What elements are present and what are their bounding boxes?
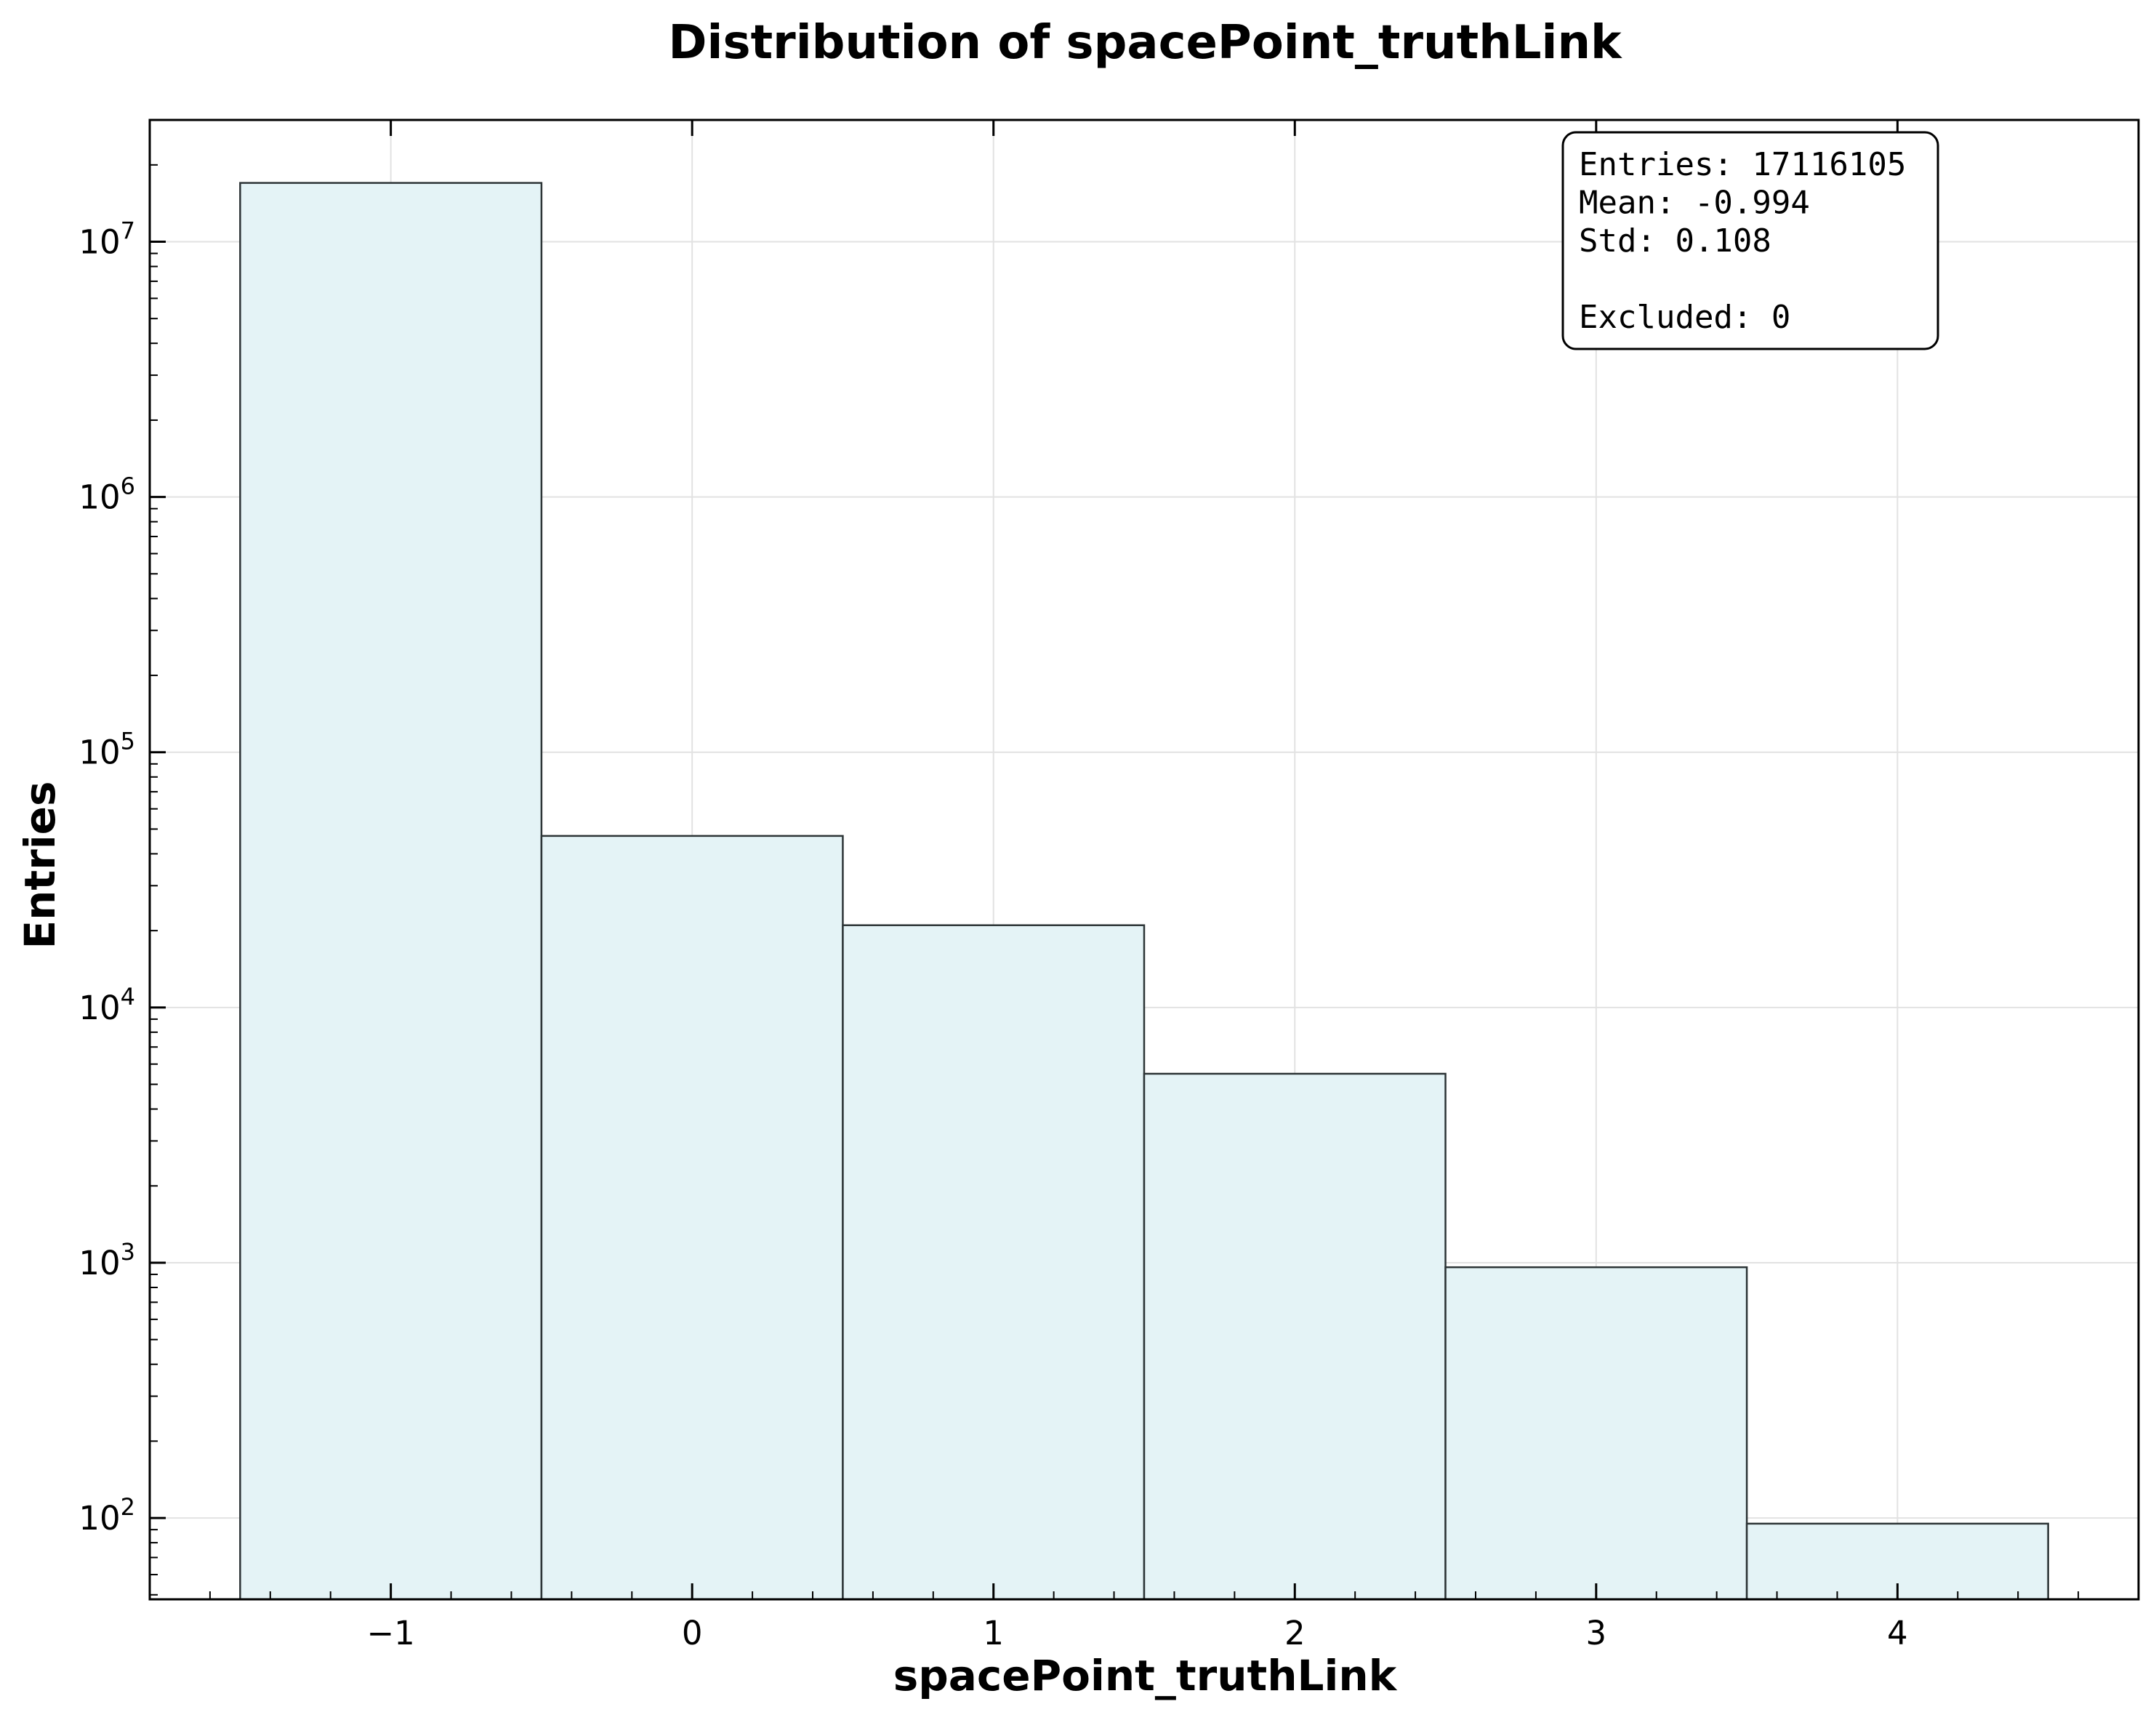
- x-tick-label: 0: [682, 1614, 703, 1652]
- histogram-bar: [1444, 1266, 1748, 1601]
- y-tick-label: 105: [79, 728, 135, 772]
- stats-line: Std: 0.108: [1579, 222, 1771, 260]
- histogram-bar: [540, 835, 844, 1601]
- stats-box-frame: [1561, 131, 1939, 350]
- y-tick-label: 107: [79, 217, 135, 262]
- chart-title: Distribution of spacePoint_truthLink: [668, 16, 1622, 70]
- histogram-bar: [842, 924, 1146, 1601]
- x-tick-label: 2: [1284, 1614, 1306, 1652]
- y-axis-label: Entries: [15, 781, 65, 949]
- x-tick-label: 3: [1585, 1614, 1606, 1652]
- stats-line: Excluded: 0: [1579, 299, 1790, 336]
- x-tick-label: 1: [983, 1614, 1004, 1652]
- stats-line: Entries: 17116105: [1579, 146, 1906, 183]
- tick-labels: −1 0 1 2 3 4 102 103 104 105 106 107: [79, 217, 1907, 1652]
- axis-ticks: [150, 119, 2080, 1599]
- y-tick-label: 104: [79, 983, 135, 1027]
- y-tick-label: 106: [79, 473, 135, 517]
- x-axis-label: spacePoint_truthLink: [893, 1651, 1398, 1700]
- y-tick-label: 102: [79, 1493, 135, 1538]
- histogram-bar: [1143, 1072, 1447, 1601]
- bars: [239, 182, 2049, 1601]
- histogram-bar: [239, 182, 543, 1601]
- plot-frame: [148, 118, 2140, 1601]
- x-tick-label: 4: [1887, 1614, 1908, 1652]
- x-tick-label: −1: [366, 1614, 414, 1652]
- stats-line: Mean: -0.994: [1579, 185, 1810, 222]
- y-tick-label: 103: [79, 1238, 135, 1282]
